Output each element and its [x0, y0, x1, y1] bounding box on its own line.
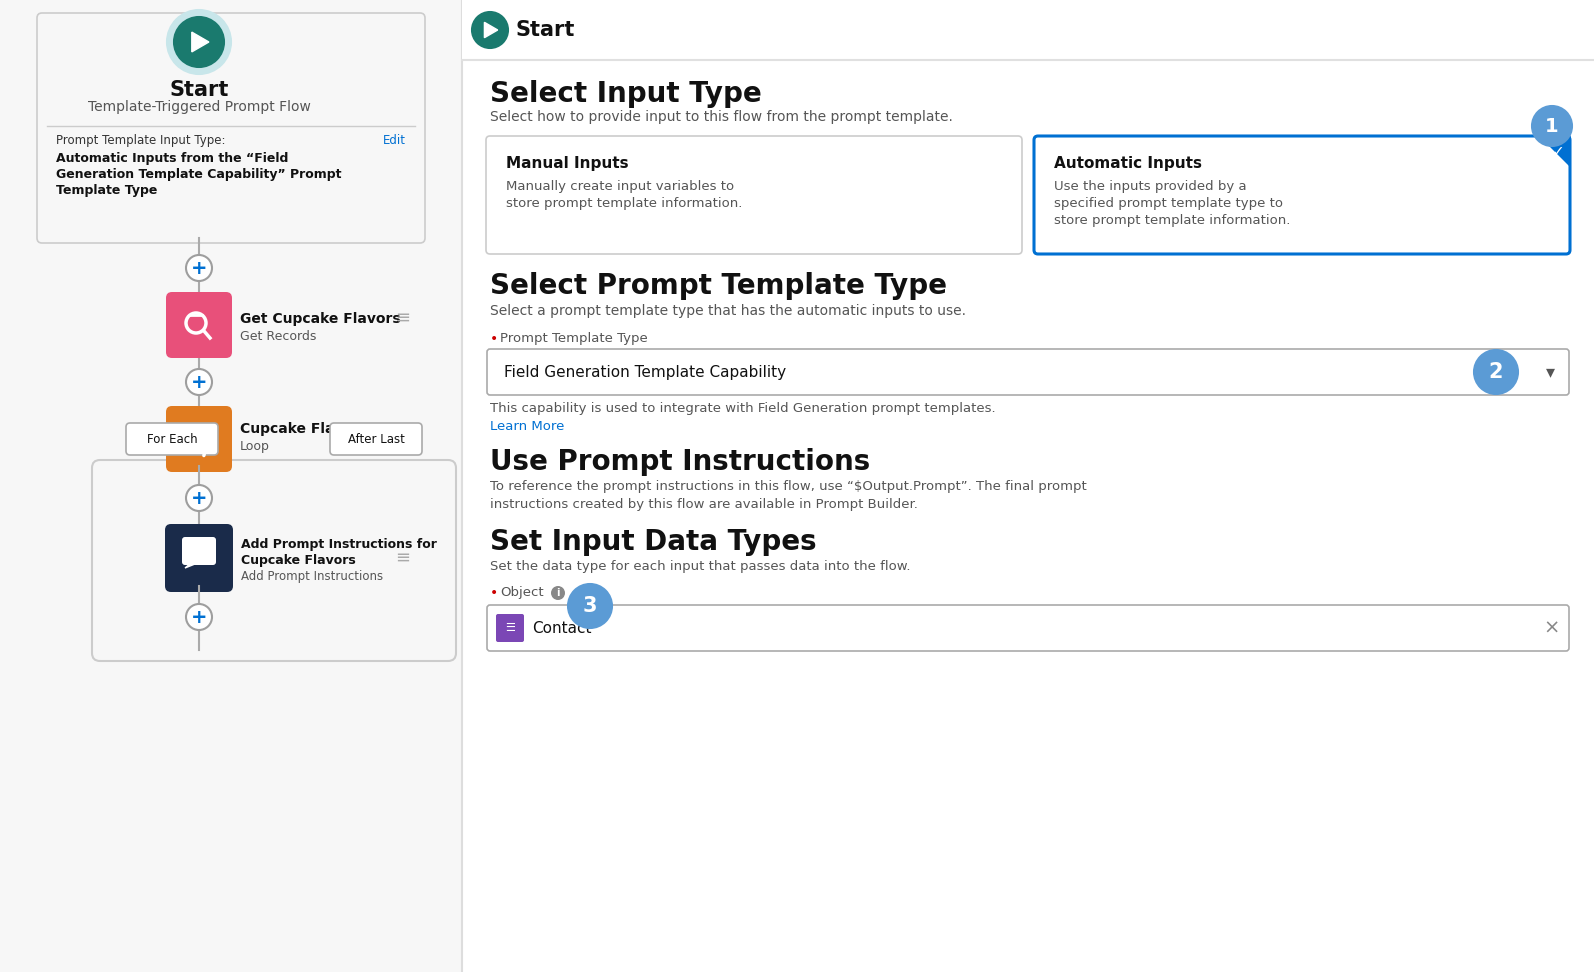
FancyBboxPatch shape — [37, 13, 426, 243]
Text: Set the data type for each input that passes data into the flow.: Set the data type for each input that pa… — [489, 560, 910, 573]
Text: instructions created by this flow are available in Prompt Builder.: instructions created by this flow are av… — [489, 498, 918, 511]
Text: 3: 3 — [583, 596, 598, 616]
Text: Automatic Inputs from the “Field: Automatic Inputs from the “Field — [56, 152, 289, 165]
Text: Get Cupcake Flavors: Get Cupcake Flavors — [241, 312, 400, 326]
FancyBboxPatch shape — [166, 524, 233, 592]
Text: Field Generation Template Capability: Field Generation Template Capability — [504, 364, 786, 379]
Text: +: + — [191, 489, 207, 507]
Text: For Each: For Each — [147, 433, 198, 445]
Text: To reference the prompt instructions in this flow, use “$Output.Prompt”. The fin: To reference the prompt instructions in … — [489, 480, 1087, 493]
Text: i: i — [556, 588, 559, 598]
FancyBboxPatch shape — [0, 0, 462, 972]
Text: Use Prompt Instructions: Use Prompt Instructions — [489, 448, 870, 476]
Text: ▾: ▾ — [1546, 363, 1554, 381]
Text: •: • — [489, 332, 502, 346]
Circle shape — [167, 10, 231, 74]
Text: Object: Object — [501, 586, 544, 599]
Text: Cupcake Flavors Loop: Cupcake Flavors Loop — [241, 422, 411, 436]
Text: Select a prompt template type that has the automatic inputs to use.: Select a prompt template type that has t… — [489, 304, 966, 318]
Text: Loop: Loop — [241, 440, 269, 453]
FancyBboxPatch shape — [488, 605, 1568, 651]
Text: Prompt Template Type: Prompt Template Type — [501, 332, 647, 345]
Text: Prompt Template Input Type:: Prompt Template Input Type: — [56, 134, 225, 147]
Text: Add Prompt Instructions for: Add Prompt Instructions for — [241, 538, 437, 551]
Text: ×: × — [1545, 618, 1561, 638]
Circle shape — [1474, 350, 1517, 394]
Text: Get Records: Get Records — [241, 330, 316, 343]
Text: Set Input Data Types: Set Input Data Types — [489, 528, 816, 556]
FancyBboxPatch shape — [166, 406, 233, 472]
Text: Manual Inputs: Manual Inputs — [505, 156, 628, 171]
Polygon shape — [185, 563, 194, 568]
Text: Generation Template Capability” Prompt: Generation Template Capability” Prompt — [56, 168, 341, 181]
Text: Select Prompt Template Type: Select Prompt Template Type — [489, 272, 947, 300]
Text: Manually create input variables to: Manually create input variables to — [505, 180, 735, 193]
Circle shape — [567, 584, 612, 628]
Text: 1: 1 — [1545, 117, 1559, 135]
FancyBboxPatch shape — [1035, 136, 1570, 254]
FancyBboxPatch shape — [488, 349, 1568, 395]
Text: This capability is used to integrate with Field Generation prompt templates.: This capability is used to integrate wit… — [489, 402, 996, 415]
Polygon shape — [191, 32, 209, 52]
Text: ✓: ✓ — [1551, 145, 1564, 159]
Polygon shape — [485, 22, 497, 38]
Text: Cupcake Flavors: Cupcake Flavors — [241, 554, 355, 567]
Circle shape — [472, 12, 508, 48]
Text: Template Type: Template Type — [56, 184, 158, 197]
FancyBboxPatch shape — [462, 0, 1594, 60]
Circle shape — [186, 255, 212, 281]
Text: store prompt template information.: store prompt template information. — [505, 197, 743, 210]
Text: +: + — [191, 608, 207, 627]
Polygon shape — [1540, 136, 1570, 166]
Text: ≡: ≡ — [395, 549, 410, 567]
Text: 2: 2 — [1489, 362, 1503, 382]
Circle shape — [552, 586, 564, 600]
Text: Add Prompt Instructions: Add Prompt Instructions — [241, 570, 383, 583]
Text: After Last: After Last — [347, 433, 405, 445]
Text: Use the inputs provided by a: Use the inputs provided by a — [1054, 180, 1247, 193]
FancyBboxPatch shape — [182, 537, 217, 565]
Text: +: + — [191, 259, 207, 277]
FancyBboxPatch shape — [330, 423, 422, 455]
Text: Learn More: Learn More — [489, 420, 564, 433]
Text: Start: Start — [516, 20, 575, 40]
Circle shape — [186, 485, 212, 511]
Circle shape — [174, 17, 225, 67]
Text: ≡: ≡ — [395, 423, 410, 441]
Text: •: • — [489, 586, 499, 600]
Text: Automatic Inputs: Automatic Inputs — [1054, 156, 1202, 171]
Circle shape — [186, 604, 212, 630]
FancyBboxPatch shape — [166, 292, 233, 358]
Text: Template-Triggered Prompt Flow: Template-Triggered Prompt Flow — [88, 100, 311, 114]
Text: specified prompt template type to: specified prompt template type to — [1054, 197, 1283, 210]
Text: Contact: Contact — [532, 620, 591, 636]
FancyBboxPatch shape — [496, 614, 524, 642]
FancyBboxPatch shape — [126, 423, 218, 455]
Circle shape — [1532, 106, 1572, 146]
Text: ☰: ☰ — [505, 623, 515, 633]
FancyBboxPatch shape — [486, 136, 1022, 254]
Circle shape — [186, 369, 212, 395]
Text: Edit: Edit — [383, 134, 406, 147]
Text: ≡: ≡ — [395, 309, 410, 327]
Text: store prompt template information.: store prompt template information. — [1054, 214, 1291, 227]
Text: Select how to provide input to this flow from the prompt template.: Select how to provide input to this flow… — [489, 110, 953, 124]
Text: +: + — [191, 372, 207, 392]
Text: Start: Start — [169, 80, 228, 100]
Text: Select Input Type: Select Input Type — [489, 80, 762, 108]
